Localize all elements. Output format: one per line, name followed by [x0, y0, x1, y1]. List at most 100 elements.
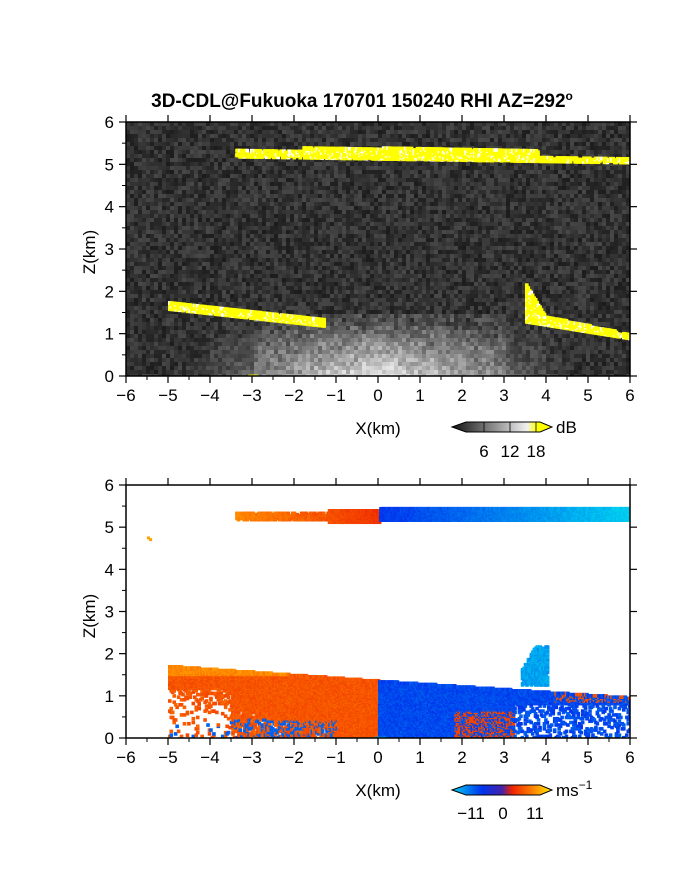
- refl-cell: [326, 242, 330, 246]
- refl-cell: [278, 258, 282, 262]
- refl-cell: [586, 174, 590, 178]
- refl-cell: [478, 182, 482, 186]
- refl-cell: [346, 242, 350, 246]
- refl-cell: [158, 178, 162, 182]
- refl-cell: [202, 222, 206, 226]
- refl-cell: [362, 186, 366, 190]
- refl-cell: [314, 202, 318, 206]
- refl-cell: [438, 242, 442, 246]
- refl-cell: [602, 246, 606, 250]
- refl-cell: [238, 186, 242, 190]
- refl-cell: [174, 266, 178, 270]
- refl-cell: [254, 126, 258, 130]
- refl-cell: [606, 226, 610, 230]
- refl-cell: [554, 138, 558, 142]
- refl-cell: [574, 138, 578, 142]
- refl-cell: [234, 202, 238, 206]
- refl-cell: [306, 278, 310, 282]
- refl-cell: [514, 194, 518, 198]
- refl-cell: [390, 230, 394, 234]
- refl-cell: [246, 186, 250, 190]
- refl-cell: [458, 130, 462, 134]
- refl-cell: [518, 126, 522, 130]
- refl-cell: [562, 174, 566, 178]
- refl-cell: [606, 122, 610, 126]
- refl-cell: [334, 130, 338, 134]
- refl-cell: [142, 194, 146, 198]
- refl-cell: [146, 198, 150, 202]
- refl-cell: [166, 190, 170, 194]
- refl-cell: [570, 246, 574, 250]
- refl-cell: [478, 206, 482, 210]
- refl-cell: [222, 250, 226, 254]
- refl-cell: [550, 258, 554, 262]
- refl-cell: [442, 138, 446, 142]
- refl-cell: [406, 230, 410, 234]
- refl-cell: [542, 170, 546, 174]
- refl-cell: [206, 222, 210, 226]
- refl-cell: [194, 178, 198, 182]
- refl-cell: [386, 178, 390, 182]
- refl-cell: [238, 138, 242, 142]
- refl-cell: [162, 278, 166, 282]
- refl-cell: [210, 134, 214, 138]
- refl-cell: [358, 258, 362, 262]
- refl-cell: [458, 246, 462, 250]
- refl-cell: [410, 142, 414, 146]
- refl-cell: [562, 134, 566, 138]
- refl-cell: [566, 250, 570, 254]
- refl-cell: [158, 206, 162, 210]
- refl-cell: [578, 226, 582, 230]
- refl-cell: [206, 262, 210, 266]
- refl-cell: [250, 134, 254, 138]
- refl-cell: [526, 122, 530, 126]
- refl-cell: [614, 186, 618, 190]
- refl-cell: [302, 186, 306, 190]
- refl-cell: [602, 130, 606, 134]
- refl-cell: [306, 174, 310, 178]
- refl-cell: [210, 258, 214, 262]
- refl-cell: [510, 258, 514, 262]
- refl-cell: [314, 270, 318, 274]
- refl-cell: [250, 194, 254, 198]
- refl-cell: [174, 254, 178, 258]
- refl-cell: [262, 174, 266, 178]
- refl-cell: [266, 274, 270, 278]
- refl-cell: [306, 238, 310, 242]
- refl-cell: [574, 258, 578, 262]
- refl-cell: [434, 262, 438, 266]
- refl-cell: [594, 274, 598, 278]
- refl-cell: [558, 242, 562, 246]
- refl-cell: [198, 226, 202, 230]
- refl-cell: [262, 122, 266, 126]
- refl-cell: [150, 242, 154, 246]
- refl-cell: [170, 258, 174, 262]
- refl-cell: [162, 166, 166, 170]
- refl-cell: [330, 138, 334, 142]
- refl-cell: [462, 230, 466, 234]
- refl-cell: [230, 274, 234, 278]
- refl-cell: [522, 174, 526, 178]
- refl-cell: [298, 226, 302, 230]
- refl-cell: [278, 158, 282, 162]
- refl-cell: [390, 174, 394, 178]
- refl-cell: [570, 138, 574, 142]
- refl-cell: [462, 210, 466, 214]
- refl-cell: [386, 162, 390, 166]
- refl-cell: [354, 126, 358, 130]
- refl-cell: [158, 158, 162, 162]
- refl-cell: [586, 146, 590, 150]
- refl-cell: [610, 258, 614, 262]
- refl-cell: [286, 158, 290, 162]
- refl-cell: [514, 246, 518, 250]
- refl-cell: [126, 210, 130, 214]
- refl-cell: [598, 154, 602, 158]
- refl-cell: [126, 278, 130, 282]
- refl-cell: [406, 246, 410, 250]
- refl-cell: [470, 170, 474, 174]
- refl-cell: [474, 266, 478, 270]
- refl-cell: [618, 250, 622, 254]
- refl-cell: [266, 138, 270, 142]
- refl-cell: [562, 162, 566, 166]
- refl-cell: [126, 134, 130, 138]
